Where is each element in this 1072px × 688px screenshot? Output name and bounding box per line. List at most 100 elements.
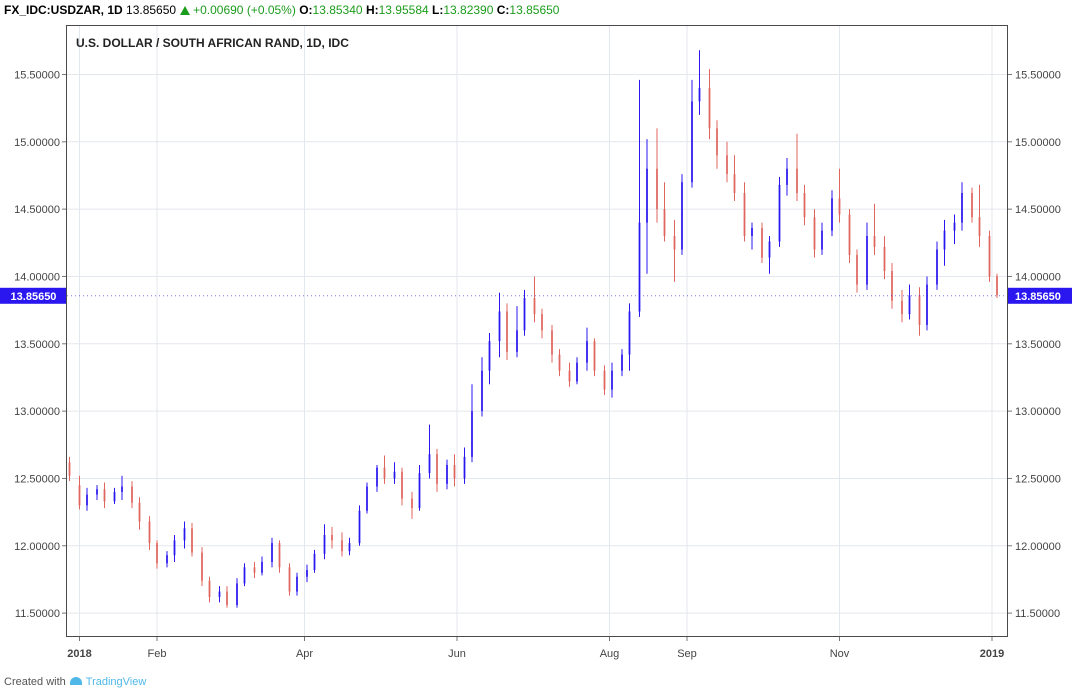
close-value: 13.85650	[509, 3, 560, 17]
candle-body	[498, 311, 501, 342]
candle-body	[646, 168, 648, 223]
candle-body	[663, 209, 666, 237]
open-value: 13.85340	[312, 3, 363, 17]
candle-body	[436, 454, 438, 484]
candle-body	[288, 567, 291, 592]
price-axis[interactable]: 11.50000 11.50000 12.00000 12.00000 12.50000…	[14, 69, 1061, 620]
candle-body	[558, 354, 561, 371]
candle-body	[523, 298, 526, 331]
candles-layer	[68, 50, 998, 608]
y-tick-label-left: 13.00000	[14, 406, 60, 418]
candle-body	[358, 510, 361, 544]
candle-body	[418, 473, 421, 509]
candle-body	[891, 271, 893, 301]
candle-body	[803, 192, 806, 218]
y-tick-label-left: 13.50000	[14, 339, 60, 351]
candle-body	[481, 370, 483, 412]
plot-frame	[66, 25, 1008, 637]
candle-body	[611, 370, 613, 390]
candle-body	[751, 227, 753, 237]
last-price-label-right: 13.85650	[1015, 291, 1061, 303]
candle-body	[908, 295, 911, 315]
y-tick-label-left: 15.00000	[14, 137, 60, 149]
x-tick-label: Nov	[830, 648, 850, 660]
y-tick-label-right: 15.00000	[1015, 137, 1061, 149]
y-tick-label-left: 14.50000	[14, 204, 60, 216]
candle-body	[586, 341, 588, 363]
candle-body	[411, 498, 413, 509]
x-tick-label: 2018	[67, 648, 91, 660]
last-price-badge-left	[0, 287, 67, 304]
high-label: H:	[365, 3, 379, 17]
x-tick-label: Feb	[148, 648, 167, 660]
candle-body	[901, 300, 903, 315]
candle-body	[236, 583, 238, 606]
candle-body	[383, 467, 386, 479]
y-tick-label-right: 12.00000	[1015, 541, 1061, 553]
candle-body	[173, 540, 176, 556]
candle-body	[978, 217, 981, 237]
candle-body	[996, 276, 998, 296]
candle-body	[166, 555, 168, 564]
candle-body	[313, 553, 316, 571]
high-value: 13.95584	[378, 3, 429, 17]
candle-body	[831, 198, 833, 231]
last-price-badge-right	[1008, 287, 1072, 304]
candle-body	[278, 543, 281, 568]
candle-body	[271, 543, 273, 562]
candle-body	[866, 236, 868, 285]
price-change: +0.00690 (+0.05%)	[193, 3, 296, 17]
candle-body	[603, 370, 606, 390]
candle-body	[621, 354, 623, 371]
candle-body	[471, 411, 473, 457]
candle-body	[576, 362, 578, 382]
candle-body	[761, 227, 763, 258]
candle-body	[821, 230, 823, 250]
candle-body	[463, 456, 466, 479]
candle-body	[873, 236, 876, 247]
symbol-name: FX_IDC:USDZAR, 1D	[4, 3, 123, 17]
candle-body	[568, 370, 571, 382]
candle-body	[681, 182, 683, 250]
low-value: 13.82390	[443, 3, 494, 17]
y-tick-label-right: 13.00000	[1015, 406, 1061, 418]
candle-body	[691, 101, 693, 183]
x-tick-label: Apr	[296, 648, 313, 660]
y-tick-label-left: 15.50000	[14, 69, 60, 81]
open-label: O:	[299, 3, 313, 17]
last-price-label-left: 13.85650	[11, 291, 57, 303]
candle-body	[673, 236, 676, 250]
candle-body	[813, 217, 816, 250]
candle-body	[488, 341, 491, 371]
grid-lines	[67, 26, 1007, 636]
candle-body	[971, 192, 973, 218]
candle-body	[306, 570, 308, 577]
time-axis[interactable]: 2018 Feb Apr Jun Aug Sep Nov 2019	[67, 636, 1004, 660]
candle-body	[393, 471, 396, 479]
candle-body	[516, 330, 518, 352]
candle-body	[86, 494, 88, 506]
candle-body	[78, 485, 81, 506]
y-tick-label-left: 12.00000	[14, 541, 60, 553]
candle-body	[68, 462, 71, 476]
tradingview-link[interactable]: TradingView	[85, 676, 147, 688]
candle-body	[943, 230, 946, 250]
candle-body	[848, 214, 851, 255]
candle-body	[628, 311, 631, 355]
candle-body	[551, 330, 553, 355]
candle-body	[733, 174, 736, 193]
candle-body	[541, 314, 543, 331]
candle-body	[961, 192, 963, 223]
candle-body	[698, 87, 701, 102]
candle-body	[796, 168, 798, 193]
candle-body	[366, 486, 368, 511]
x-tick-label: Jun	[448, 648, 466, 660]
x-tick-label: Aug	[600, 648, 620, 660]
close-label: C:	[496, 3, 510, 17]
candle-body	[253, 567, 256, 573]
x-tick-label: 2019	[980, 648, 1004, 660]
candle-body	[226, 591, 228, 606]
low-label: L:	[432, 3, 444, 17]
candle-body	[786, 168, 788, 185]
